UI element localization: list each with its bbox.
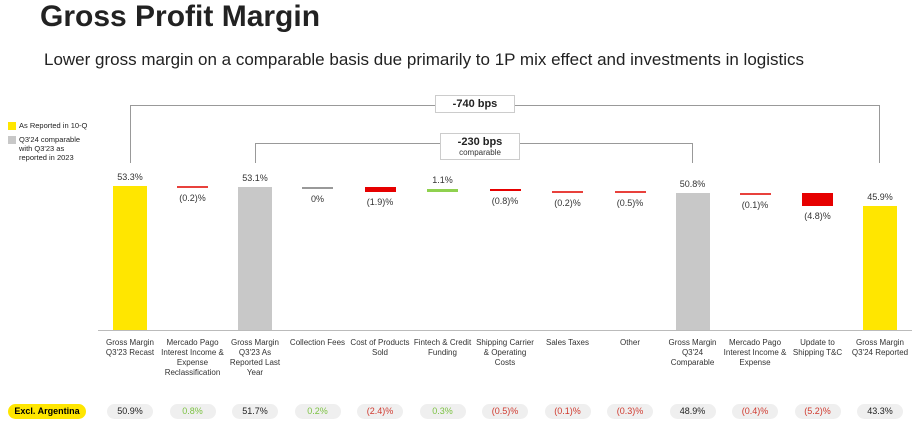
bracket-label-box: -740 bps (435, 95, 515, 113)
category-label: Mercado Pago Interest Income & Expense (723, 338, 787, 367)
bar (489, 188, 521, 191)
row-label: Excl. Argentina (8, 404, 86, 419)
bar (675, 192, 710, 330)
category-label: Gross Margin Q3'24 Reported (851, 338, 909, 357)
row-value: (0.5)% (482, 404, 528, 419)
bar (802, 193, 833, 207)
legend-label: As Reported in 10-Q (19, 121, 88, 130)
row-value: 51.7% (232, 404, 278, 419)
bar (427, 188, 458, 192)
subtitle: Lower gross margin on a comparable basis… (44, 50, 805, 69)
bar (863, 206, 897, 330)
value-label: (0.1)% (741, 199, 769, 210)
category-label: Gross Margin Q3'23 As Reported Last Year (229, 338, 281, 377)
value-label: (4.8)% (804, 211, 831, 222)
category-label: Cost of Products Sold (350, 338, 410, 357)
value-label: 53.1% (242, 172, 268, 183)
row-value: (0.3)% (607, 404, 653, 419)
legend-label: Q3'24 comparable with Q3'23 as reported … (19, 135, 81, 162)
value-label: (1.9)% (366, 196, 394, 207)
bracket-label: -230 bps (457, 136, 503, 148)
value-label: 0% (310, 193, 324, 204)
value-label: (0.2)% (554, 197, 581, 208)
value-label: 1.1% (432, 174, 453, 185)
bracket-label: -740 bps (452, 98, 498, 110)
title: Gross Profit Margin (40, 0, 321, 33)
bar (552, 190, 583, 193)
value-label: 45.9% (867, 192, 893, 203)
row-value: (2.4)% (357, 404, 403, 419)
bracket-label-box: -230 bps comparable (440, 133, 520, 160)
legend-swatch (8, 136, 16, 144)
category-label: Collection Fees (289, 338, 346, 347)
category-label: Mercado Pago Interest Income & Expense R… (161, 338, 224, 377)
bar (113, 186, 147, 330)
category-label: Gross Margin Q3'23 Recast (105, 338, 155, 357)
category-label: Shipping Carrier & Operating Costs (476, 338, 534, 367)
row-value: 48.9% (669, 404, 716, 419)
bar (177, 186, 208, 189)
bar (238, 186, 272, 330)
row-value: 50.9% (107, 404, 153, 419)
category-label: Other (619, 338, 640, 347)
legend-swatch (8, 122, 16, 130)
row-value: 0.8% (169, 404, 216, 419)
bar (739, 192, 771, 195)
value-label: (0.8)% (491, 195, 519, 206)
value-label: (0.5)% (616, 198, 644, 209)
row-value: 0.3% (419, 404, 466, 419)
row-value: (5.2)% (794, 404, 841, 419)
category-label: Fintech & Credit Funding (413, 338, 472, 357)
row-value: (0.4)% (732, 404, 778, 419)
axis-line (98, 330, 912, 331)
bar (364, 186, 396, 192)
value-label: 50.8% (679, 178, 706, 189)
value-label: (0.2)% (179, 193, 206, 204)
category-label: Gross Margin Q3'24 Comparable (668, 338, 717, 367)
bar (302, 186, 333, 189)
value-label: 53.3% (117, 172, 143, 183)
category-label: Update to Shipping T&C (792, 338, 843, 357)
row-value: (0.1)% (544, 404, 591, 419)
row-value: 0.2% (294, 404, 341, 419)
category-label: Sales Taxes (546, 338, 589, 347)
row-value: 43.3% (857, 404, 903, 419)
bar (614, 191, 646, 194)
bracket-sublabel: comparable (459, 148, 501, 157)
